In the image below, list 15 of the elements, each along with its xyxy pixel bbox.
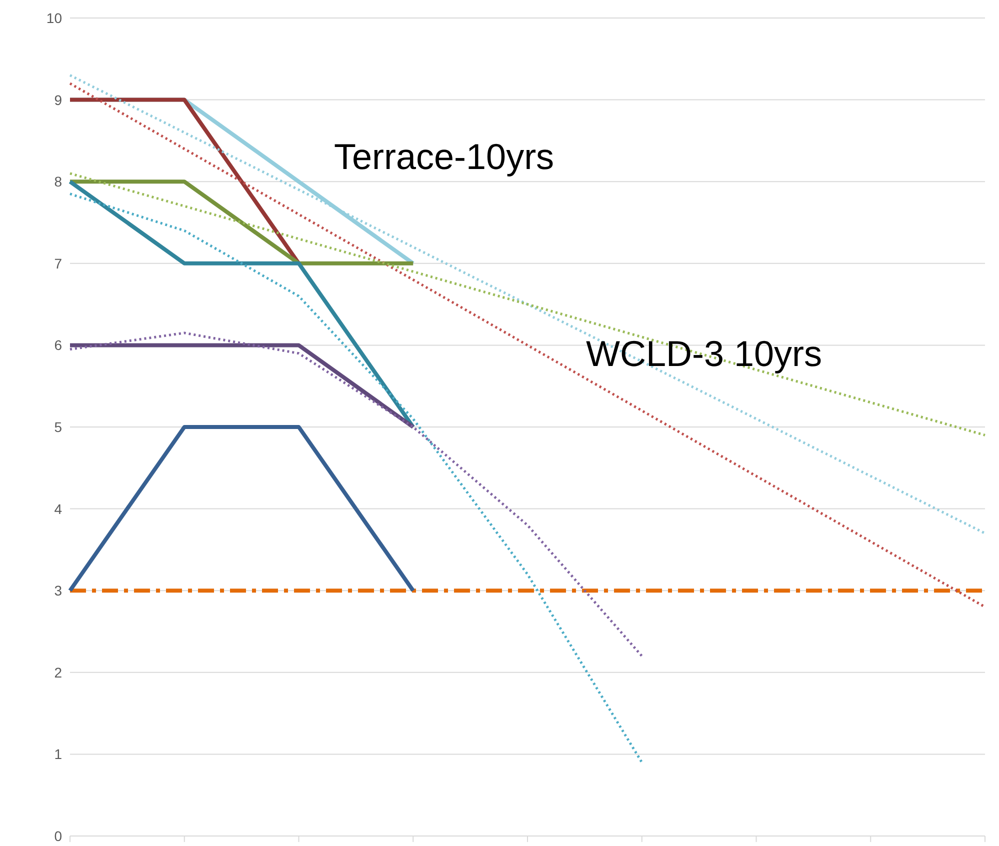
y-tick-label: 7 xyxy=(54,255,62,272)
y-tick-label: 10 xyxy=(46,10,62,26)
y-tick-label: 2 xyxy=(54,664,62,680)
line-series xyxy=(68,74,986,535)
line-series xyxy=(68,82,986,608)
y-tick-label: 4 xyxy=(54,500,62,517)
y-tick-label: 1 xyxy=(54,746,62,762)
y-tick-label: 8 xyxy=(54,174,62,190)
annotation: WCLD-3 10yrs xyxy=(586,333,822,375)
y-tick-label: 0 xyxy=(54,828,62,844)
y-tick-label: 5 xyxy=(54,418,62,435)
annotation: Terrace-10yrs xyxy=(334,136,554,178)
y-tick-label: 3 xyxy=(54,582,62,599)
y-tick-label: 6 xyxy=(54,337,62,354)
y-tick-label: 9 xyxy=(54,92,62,108)
